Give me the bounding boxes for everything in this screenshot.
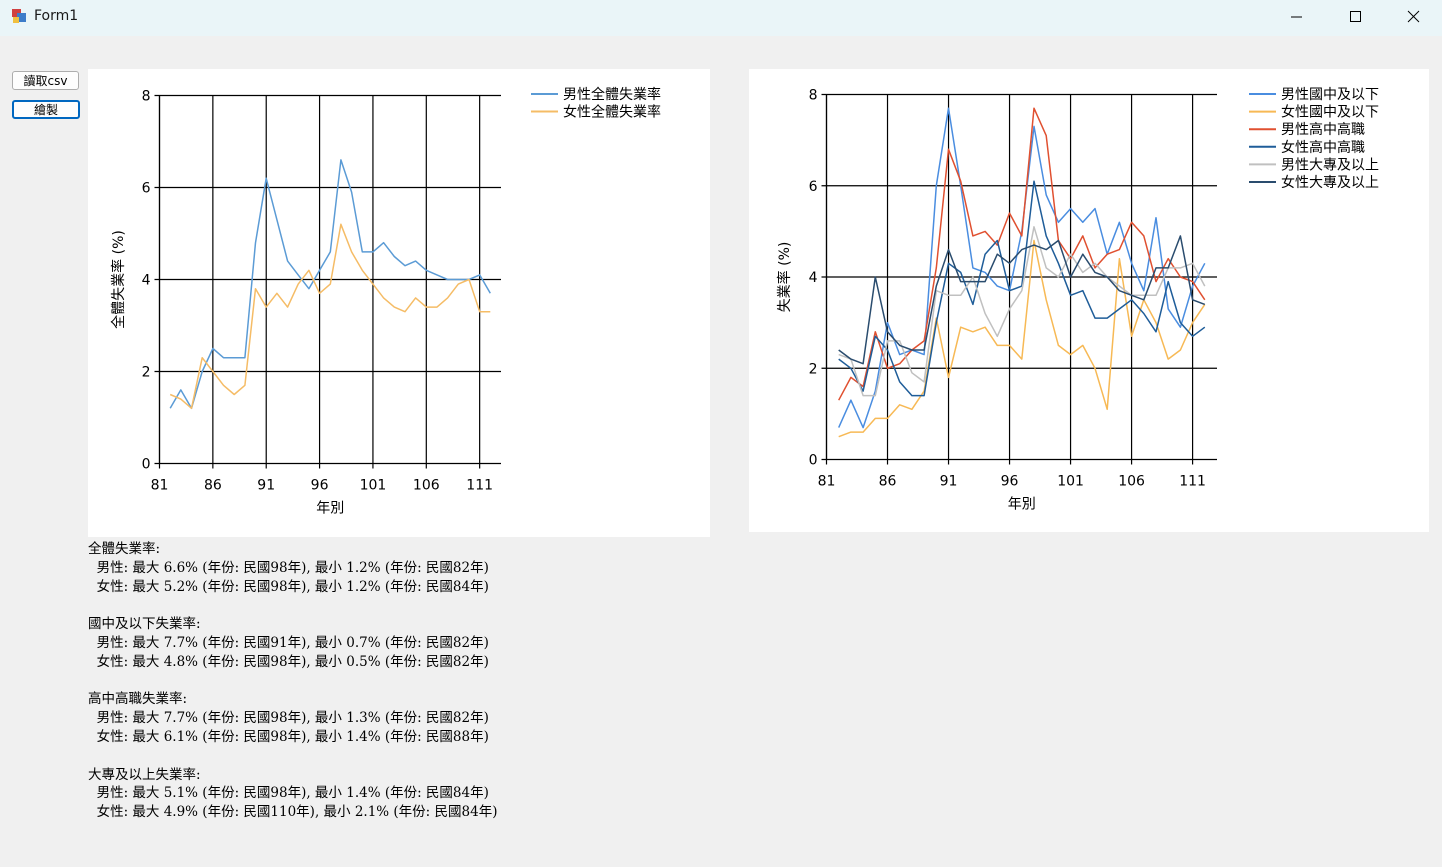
stats-line-male: 男性: 最大 7.7% (年份: 民國91年), 最小 0.7% (年份: 民國…: [88, 634, 489, 651]
read-csv-button[interactable]: 讀取csv: [12, 71, 79, 90]
y-axis-label: 全體失業率 (%): [110, 230, 127, 329]
x-tick-label: 91: [940, 474, 958, 490]
y-tick-label: 8: [142, 89, 151, 105]
close-icon: [1407, 10, 1420, 23]
app-icon: [12, 9, 26, 23]
stats-line-male: 男性: 最大 6.6% (年份: 民國98年), 最小 1.2% (年份: 民國…: [88, 559, 489, 576]
legend-label: 男性國中及以下: [1281, 87, 1379, 103]
stats-heading: 大專及以上失業率:: [88, 766, 201, 783]
chart-svg: 81 86 91 96 101 106 111 0 2 4 6 8 年別 全體失業率 (%) 男性全體失業率…: [110, 86, 661, 517]
legend-label: 男性高中高職: [1281, 121, 1365, 138]
x-tick-label: 101: [1057, 474, 1084, 490]
close-button[interactable]: [1384, 0, 1442, 34]
legend-label: 女性高中高職: [1281, 139, 1365, 156]
maximize-button[interactable]: [1326, 0, 1384, 34]
y-tick-label: 0: [142, 457, 151, 473]
stats-heading: 高中高職失業率:: [88, 691, 188, 708]
x-axis-label: 年別: [316, 501, 344, 517]
x-tick-label: 91: [257, 478, 275, 494]
legend-label: 男性全體失業率: [563, 86, 661, 103]
x-tick-label: 96: [311, 478, 329, 494]
series-line: [838, 226, 1206, 397]
series-line: [169, 159, 491, 410]
series-line: [838, 235, 1206, 365]
y-tick-label: 2: [809, 361, 818, 377]
stats-group-senior-high: 高中高職失業率: 男性: 最大 7.7% (年份: 民國98年), 最小 1.3…: [88, 690, 497, 746]
y-tick-label: 8: [809, 88, 818, 104]
y-tick-label: 4: [809, 270, 818, 286]
stats-group-overall: 全體失業率: 男性: 最大 6.6% (年份: 民國98年), 最小 1.2% …: [88, 540, 497, 596]
y-tick-label: 0: [809, 453, 818, 469]
legend-label: 男性大專及以上: [1281, 157, 1379, 173]
statistics-text: 全體失業率: 男性: 最大 6.6% (年份: 民國98年), 最小 1.2% …: [88, 540, 497, 841]
stats-line-female: 女性: 最大 5.2% (年份: 民國98年), 最小 1.2% (年份: 民國…: [88, 578, 489, 595]
x-tick-label: 111: [466, 478, 493, 494]
x-tick-label: 101: [360, 478, 387, 494]
stats-line-male: 男性: 最大 5.1% (年份: 民國98年), 最小 1.4% (年份: 民國…: [88, 785, 489, 802]
stats-heading: 全體失業率:: [88, 541, 161, 557]
stats-line-female: 女性: 最大 6.1% (年份: 民國98年), 最小 1.4% (年份: 民國…: [88, 728, 489, 745]
x-tick-label: 81: [818, 474, 836, 490]
title-bar: Form1: [0, 0, 1442, 36]
series-line: [838, 180, 1206, 397]
stats-line-female: 女性: 最大 4.9% (年份: 民國110年), 最小 2.1% (年份: 民…: [88, 804, 498, 821]
x-tick-label: 106: [1118, 474, 1145, 490]
x-tick-label: 96: [1001, 474, 1019, 490]
minimize-icon: [1291, 16, 1302, 18]
window-title: Form1: [34, 8, 79, 24]
y-axis-label: 失業率 (%): [776, 242, 793, 313]
chart-svg: 81 86 91 96 101 106 111 0 2 4 6 8 年別 失業率 (%) 男性國中及以下女性…: [776, 87, 1379, 513]
minimize-button[interactable]: [1268, 0, 1326, 34]
y-tick-label: 6: [809, 179, 818, 195]
series-line: [169, 223, 491, 410]
y-tick-label: 2: [142, 365, 151, 381]
legend-label: 女性大專及以上: [1281, 174, 1379, 191]
x-tick-label: 106: [413, 478, 440, 494]
x-tick-label: 81: [151, 478, 169, 494]
series-line: [838, 107, 1206, 429]
draw-button[interactable]: 繪製: [12, 100, 80, 119]
stats-group-college: 大專及以上失業率: 男性: 最大 5.1% (年份: 民國98年), 最小 1.…: [88, 766, 497, 822]
stats-heading: 國中及以下失業率:: [88, 616, 201, 633]
x-tick-label: 86: [879, 474, 897, 490]
maximize-icon: [1350, 11, 1361, 22]
x-axis-label: 年別: [1008, 497, 1036, 513]
stats-group-junior-high: 國中及以下失業率: 男性: 最大 7.7% (年份: 民國91年), 最小 0.…: [88, 615, 497, 671]
x-tick-label: 86: [204, 478, 222, 494]
overall-unemployment-chart: 81 86 91 96 101 106 111 0 2 4 6 8 年別 全體失業率 (%) 男性全體失業率…: [88, 69, 710, 537]
y-tick-label: 4: [142, 273, 151, 289]
education-unemployment-chart: 81 86 91 96 101 106 111 0 2 4 6 8 年別 失業率 (%) 男性國中及以下 女性…: [749, 69, 1429, 532]
legend-label: 女性國中及以下: [1281, 104, 1379, 121]
stats-line-male: 男性: 最大 7.7% (年份: 民國98年), 最小 1.3% (年份: 民國…: [88, 710, 489, 727]
x-tick-label: 111: [1179, 474, 1206, 490]
stats-line-female: 女性: 最大 4.8% (年份: 民國98年), 最小 0.5% (年份: 民國…: [88, 653, 489, 670]
series-line: [838, 107, 1206, 401]
y-tick-label: 6: [142, 181, 151, 197]
legend-label: 女性全體失業率: [563, 104, 661, 121]
